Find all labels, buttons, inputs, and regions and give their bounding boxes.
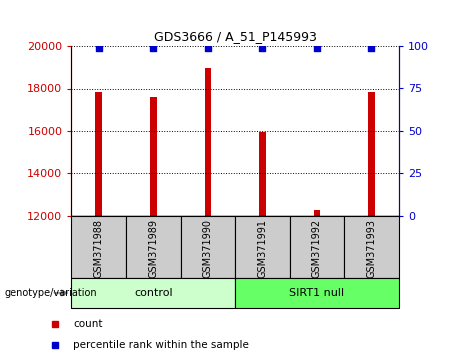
Bar xyxy=(205,68,211,216)
Bar xyxy=(235,278,399,308)
Text: genotype/variation: genotype/variation xyxy=(5,288,97,298)
Point xyxy=(95,45,102,51)
Text: count: count xyxy=(73,319,102,329)
Text: percentile rank within the sample: percentile rank within the sample xyxy=(73,340,249,350)
Text: GSM371989: GSM371989 xyxy=(148,219,158,278)
Text: GSM371993: GSM371993 xyxy=(366,219,377,278)
Bar xyxy=(71,216,126,278)
Text: GSM371990: GSM371990 xyxy=(203,219,213,278)
Title: GDS3666 / A_51_P145993: GDS3666 / A_51_P145993 xyxy=(154,30,317,44)
Point xyxy=(204,45,212,51)
Text: SIRT1 null: SIRT1 null xyxy=(290,288,344,298)
Point xyxy=(149,45,157,51)
Text: control: control xyxy=(134,288,172,298)
Text: GSM371992: GSM371992 xyxy=(312,219,322,278)
Bar xyxy=(235,216,290,278)
Text: GSM371991: GSM371991 xyxy=(257,219,267,278)
Bar xyxy=(313,210,320,216)
Text: GSM371988: GSM371988 xyxy=(94,219,104,278)
Bar xyxy=(71,278,235,308)
Bar xyxy=(344,216,399,278)
Bar xyxy=(181,216,235,278)
Bar xyxy=(259,132,266,216)
Bar xyxy=(95,92,102,216)
Bar xyxy=(368,92,375,216)
Point xyxy=(313,45,321,51)
Point xyxy=(368,45,375,51)
Bar xyxy=(290,216,344,278)
Point xyxy=(259,45,266,51)
Bar xyxy=(150,97,157,216)
Bar xyxy=(126,216,181,278)
